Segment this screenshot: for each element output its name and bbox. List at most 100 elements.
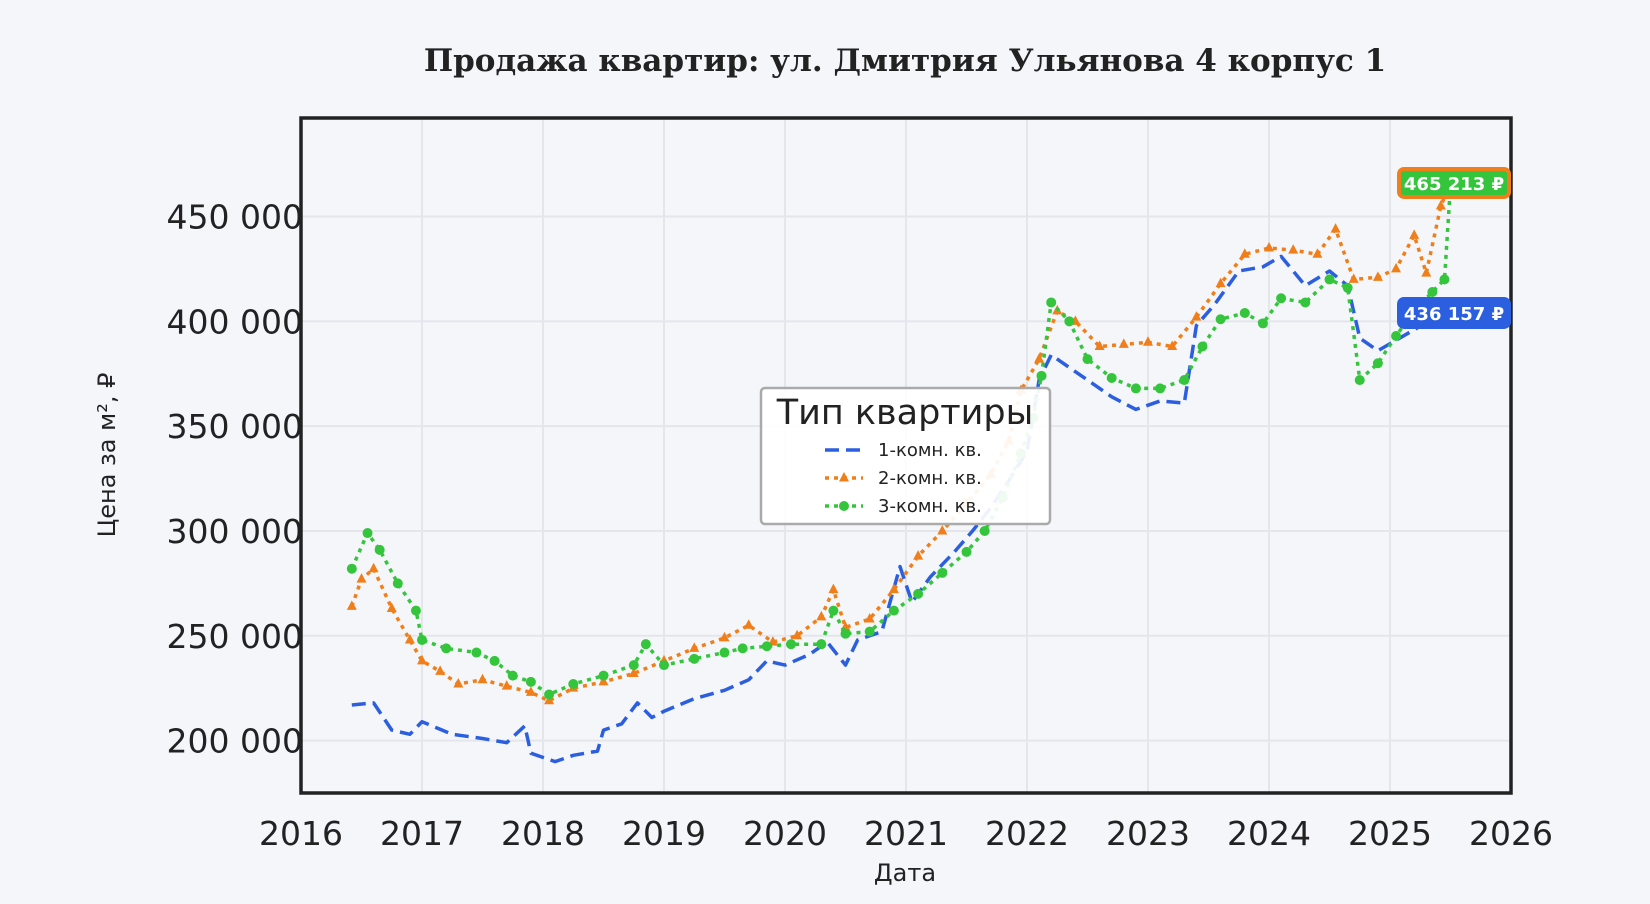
legend-item-label: 3-комн. кв. [878, 496, 982, 517]
series-line [351, 254, 1452, 764]
y-tick-label: 350 000 [167, 407, 303, 446]
data-point [1036, 370, 1047, 381]
x-tick-label: 2026 [1469, 814, 1553, 853]
data-point [864, 613, 875, 623]
x-tick-label: 2018 [501, 814, 585, 853]
data-point [1409, 229, 1420, 239]
data-point [1215, 277, 1226, 288]
legend-item-label: 2-комн. кв. [878, 468, 982, 489]
data-point [374, 544, 385, 555]
value-badge [1397, 296, 1511, 329]
data-point [471, 647, 482, 658]
y-tick-label: 250 000 [167, 617, 303, 656]
data-point [1034, 353, 1045, 363]
data-point [1372, 271, 1383, 281]
data-point [362, 528, 373, 539]
data-point [489, 655, 500, 666]
data-point [525, 676, 536, 687]
data-point [1435, 200, 1446, 210]
data-point [937, 567, 948, 578]
axis-ticks: 2016 2017 2018 2019 2020 2021 2022 2023 2024 2025… [167, 198, 1553, 853]
legend-title: Тип квартиры [776, 393, 1034, 433]
data-point [816, 610, 827, 621]
data-point [913, 588, 924, 599]
data-point [346, 563, 357, 574]
data-point [1046, 297, 1057, 308]
data-point [568, 678, 579, 689]
data-point [1391, 331, 1402, 342]
legend-swatch-marker [839, 501, 849, 511]
data-point [1118, 338, 1129, 348]
data-point [477, 673, 488, 684]
x-tick-label: 2025 [1348, 814, 1432, 853]
data-point [544, 694, 555, 705]
data-point [1197, 341, 1208, 352]
data-point [1276, 293, 1287, 304]
data-point [1421, 267, 1432, 277]
data-point [1155, 383, 1166, 394]
data-point [816, 639, 827, 650]
data-point [659, 660, 669, 671]
y-tick-label: 300 000 [167, 512, 303, 551]
data-point [386, 602, 397, 613]
plot-frame [299, 116, 1513, 795]
data-point [719, 647, 730, 658]
series-line [350, 182, 1453, 703]
data-point [1324, 274, 1335, 285]
data-point [1264, 241, 1274, 252]
data-point [888, 605, 899, 616]
legend-swatch-marker [839, 472, 849, 482]
data-point [828, 605, 839, 616]
legend-item: 3-комн. кв. [825, 496, 982, 517]
x-tick-label: 2024 [1227, 814, 1311, 853]
data-point [453, 677, 464, 688]
y-tick-label: 400 000 [167, 302, 303, 341]
data-point [1130, 383, 1141, 394]
y-tick-label: 450 000 [167, 198, 303, 237]
data-point [719, 631, 730, 642]
data-point [1300, 297, 1311, 308]
data-point [786, 639, 797, 650]
data-point [1094, 340, 1105, 350]
x-tick-label: 2019 [622, 814, 706, 853]
data-point [1372, 358, 1383, 369]
value-badge-label: 436 157 ₽ [1404, 304, 1504, 325]
x-axis-label: Дата [874, 859, 936, 887]
y-tick-label: 200 000 [167, 722, 303, 761]
data-point [689, 642, 700, 652]
chart-title: Продажа квартир: ул. Дмитрия Ульянова 4 … [424, 43, 1386, 79]
data-point [410, 605, 421, 616]
data-point [628, 660, 639, 671]
data-point [356, 573, 367, 583]
data-point [417, 654, 427, 665]
data-point [1215, 314, 1226, 325]
data-point [979, 525, 990, 536]
data-point [1239, 248, 1250, 258]
data-point [1354, 375, 1365, 386]
data-point [1082, 354, 1093, 365]
x-tick-label: 2021 [864, 814, 948, 853]
data-point [1439, 274, 1450, 285]
data-point [888, 583, 899, 594]
data-point [737, 643, 748, 654]
data-point [840, 628, 851, 639]
data-point [507, 670, 518, 681]
data-point [1342, 282, 1353, 293]
data-point [1167, 340, 1178, 350]
data-point [1191, 311, 1202, 321]
data-point [544, 689, 555, 700]
data-point [368, 562, 379, 573]
x-tick-label: 2023 [1106, 814, 1190, 853]
data-point [346, 600, 357, 610]
data-point [689, 653, 700, 664]
x-tick-label: 2016 [259, 814, 343, 853]
data-point [640, 639, 651, 650]
data-point [1330, 223, 1341, 233]
data-point [1239, 307, 1250, 318]
data-point [1143, 336, 1153, 346]
data-point [1348, 273, 1359, 283]
data-point [1179, 375, 1190, 386]
data-point [598, 675, 609, 686]
